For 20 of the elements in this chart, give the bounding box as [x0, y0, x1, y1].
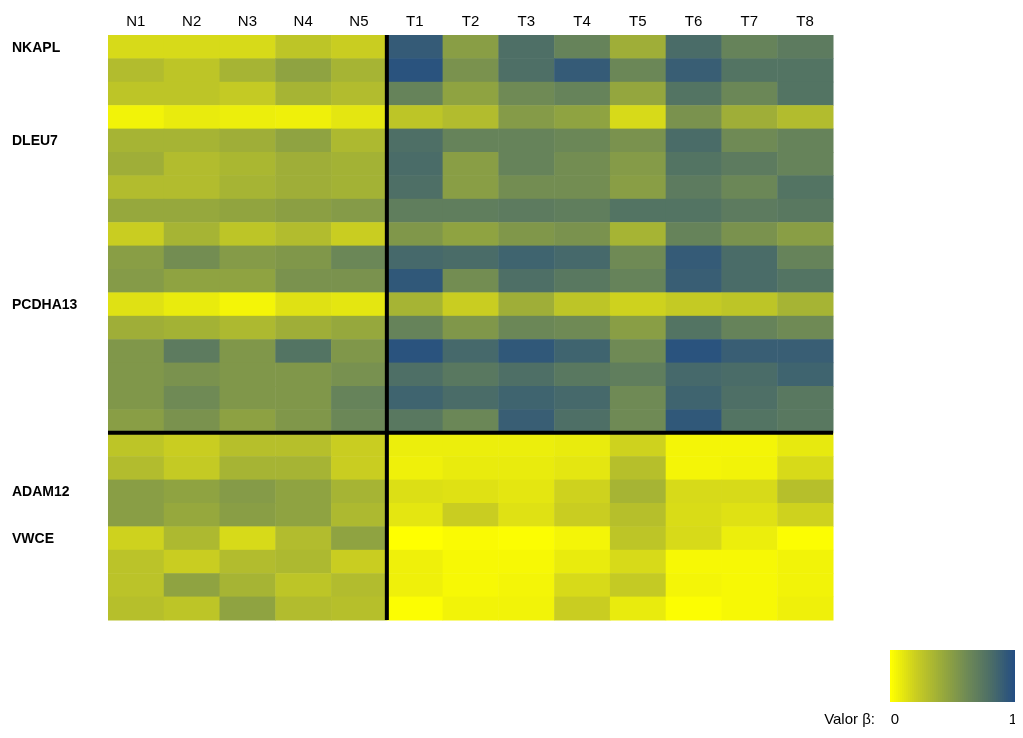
y-tick-label: ADAM12 — [12, 483, 70, 500]
y-tick-label: VWCE — [12, 530, 54, 547]
x-tick-label: N1 — [126, 12, 146, 29]
x-tick-label: T6 — [684, 12, 703, 29]
x-tick-label: T4 — [573, 12, 591, 29]
x-tick-label: N3 — [237, 12, 258, 29]
color-bar-label: 0 — [890, 710, 900, 727]
x-tick-label: T3 — [517, 12, 536, 29]
x-tick-label: T8 — [796, 12, 814, 29]
y-tick-label: NKAPL — [12, 38, 61, 55]
x-tick-label: N2 — [182, 12, 202, 29]
y-tick-label: PCDHA13 — [12, 296, 78, 313]
x-tick-label: T5 — [629, 12, 647, 29]
x-tick-label: T1 — [405, 12, 424, 29]
x-tick-label: T7 — [740, 12, 759, 29]
x-tick-label: N4 — [293, 12, 313, 29]
y-tick-label: DLEU7 — [12, 132, 59, 149]
x-tick-label: T2 — [461, 12, 480, 29]
x-tick-label: N5 — [349, 12, 369, 29]
color-bar-title: Valor β: — [824, 710, 875, 727]
